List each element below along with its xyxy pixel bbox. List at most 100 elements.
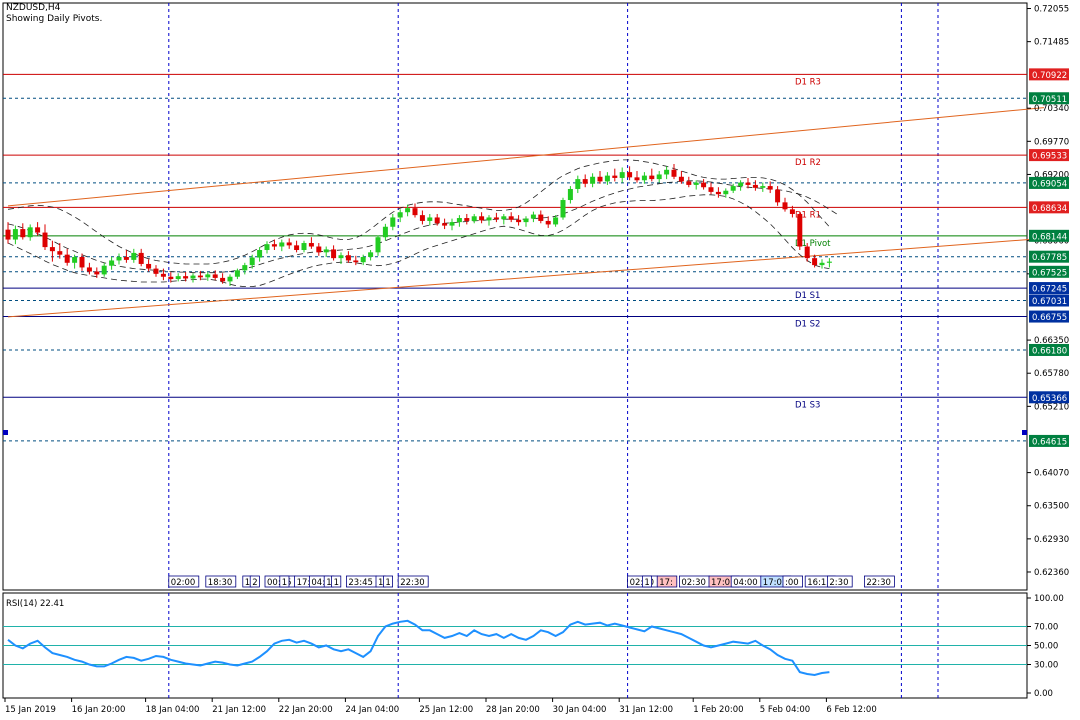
rsi-tick-label: 50.00 xyxy=(1034,642,1058,652)
price-tick-label: 0.65210 xyxy=(1034,402,1069,412)
session-time-box xyxy=(168,575,200,588)
time-tick-label: 31 Jan 12:00 xyxy=(619,705,673,715)
time-tick-label: 22 Jan 20:00 xyxy=(279,705,333,715)
candle-body xyxy=(590,176,596,184)
candle-body xyxy=(308,243,314,247)
price-badge-text: 0.67031 xyxy=(1032,297,1067,307)
candle-body xyxy=(146,263,152,269)
candle-body xyxy=(745,182,751,185)
time-tick-label: 25 Jan 12:00 xyxy=(419,705,473,715)
candle-body xyxy=(634,177,640,181)
pivot-levels: D1 R3 D1 R2 D1 R1 D1 Pivot D1 S1 D1 S2 D1 S3 xyxy=(3,73,1027,442)
price-tick-label: 0.62930 xyxy=(1034,535,1069,545)
pivot-level-label: D1 R3 xyxy=(795,77,821,87)
candle-body xyxy=(27,227,33,238)
session-time-label: 1 xyxy=(245,578,250,588)
right-marker xyxy=(1022,430,1027,435)
session-time-box xyxy=(864,575,895,588)
candle-body xyxy=(508,216,514,220)
session-time-box xyxy=(279,575,290,588)
price-badge-text: 0.66180 xyxy=(1032,346,1067,356)
candle-body xyxy=(220,277,226,282)
price-tick-label: 0.69770 xyxy=(1034,137,1069,147)
price-badge-text: 0.67785 xyxy=(1032,253,1067,263)
price-badge xyxy=(1029,149,1069,162)
candle-body xyxy=(109,260,115,266)
session-time-box xyxy=(642,575,653,588)
candle-body xyxy=(175,276,181,280)
candle-body xyxy=(530,214,536,219)
candle-body xyxy=(760,186,766,188)
price-badge-text: 0.65366 xyxy=(1032,394,1067,404)
price-tick-label: 0.66350 xyxy=(1034,336,1069,346)
time-tick-label: 15 Jan 2019 xyxy=(5,705,56,715)
rsi-line xyxy=(7,619,830,677)
candle-body xyxy=(723,190,729,195)
candle-body xyxy=(294,245,300,251)
candle-body xyxy=(767,186,773,190)
candle-body xyxy=(789,209,795,214)
price-badge xyxy=(1029,265,1069,278)
chart-symbol-title: NZDUSD,H4 xyxy=(6,3,61,13)
price-tick-label: 0.72055 xyxy=(1034,5,1069,15)
pivot-level-label: D1 R1 xyxy=(795,210,821,220)
candle-body xyxy=(730,186,736,191)
session-time-label: 00:45 xyxy=(267,578,292,588)
candle-body xyxy=(227,276,233,282)
session-time-box xyxy=(205,575,237,588)
candle-body xyxy=(264,244,270,251)
candle-body xyxy=(197,275,203,278)
price-badge-text: 0.67525 xyxy=(1032,268,1067,278)
candle-body xyxy=(279,242,285,247)
candle-body xyxy=(664,169,670,175)
time-tick-label: 24 Jan 04:00 xyxy=(345,705,399,715)
candle-body xyxy=(678,176,684,182)
candle-body xyxy=(301,243,307,251)
session-time-label: 04:00 xyxy=(733,578,758,588)
candle-body xyxy=(545,220,551,225)
candle-body xyxy=(360,256,366,263)
candle-body xyxy=(419,215,425,221)
candle-body xyxy=(671,169,677,177)
candle-body xyxy=(234,270,240,277)
candle-body xyxy=(538,214,544,221)
session-time-box xyxy=(656,575,678,588)
candle-body xyxy=(627,172,633,178)
trendline-upper-channel xyxy=(7,107,1045,207)
candle-body xyxy=(553,217,559,225)
pivot-level-label: D1 S3 xyxy=(795,400,820,410)
candle-body xyxy=(316,246,322,253)
candle-body xyxy=(131,252,137,260)
time-tick-label: 21 Jan 12:00 xyxy=(212,705,266,715)
candle-body xyxy=(804,246,810,259)
candle-body xyxy=(456,218,462,223)
time-tick-label: 30 Jan 04:00 xyxy=(553,705,607,715)
candle-body xyxy=(123,256,129,260)
price-badge xyxy=(1029,68,1069,81)
price-badge-text: 0.68634 xyxy=(1032,204,1067,214)
candle-body xyxy=(390,217,396,227)
time-axis: 15 Jan 2019 16 Jan 20:00 18 Jan 04:00 21 Ja… xyxy=(4,698,877,715)
price-badge xyxy=(1029,294,1069,307)
price-badge-text: 0.69533 xyxy=(1032,152,1067,162)
price-badge xyxy=(1029,282,1069,295)
session-time-label: 1 xyxy=(644,578,649,588)
price-badge-text: 0.66755 xyxy=(1032,313,1067,323)
candle-body xyxy=(94,271,100,275)
candle-body xyxy=(286,242,292,246)
price-badge xyxy=(1029,434,1069,447)
session-time-box xyxy=(249,575,260,588)
candles xyxy=(5,163,832,287)
pivot-level-label: D1 S1 xyxy=(795,291,820,301)
candle-body xyxy=(471,216,477,221)
trendline-lower-channel xyxy=(7,237,1045,318)
candle-body xyxy=(612,175,618,178)
pivot-level-label: D1 Pivot xyxy=(795,239,831,249)
price-badge-text: 0.69054 xyxy=(1032,179,1067,189)
session-time-label: 17:01 xyxy=(711,578,736,588)
candle-body xyxy=(405,208,411,213)
candle-body xyxy=(271,244,277,247)
price-tick-label: 0.64070 xyxy=(1034,469,1069,479)
candle-body xyxy=(168,276,174,280)
